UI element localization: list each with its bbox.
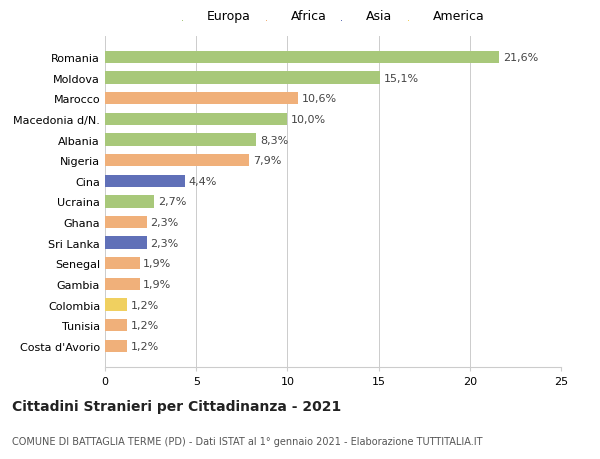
Bar: [105, 237, 147, 249]
Bar: [105, 319, 127, 331]
Text: Cittadini Stranieri per Cittadinanza - 2021: Cittadini Stranieri per Cittadinanza - 2…: [12, 399, 341, 413]
Bar: [105, 93, 298, 105]
Text: 15,1%: 15,1%: [384, 73, 419, 84]
Text: 21,6%: 21,6%: [503, 53, 538, 63]
Text: 1,2%: 1,2%: [131, 320, 159, 330]
Legend: Europa, Africa, Asia, America: Europa, Africa, Asia, America: [178, 7, 488, 27]
Text: 1,9%: 1,9%: [143, 259, 172, 269]
Text: 2,3%: 2,3%: [151, 218, 179, 228]
Bar: [105, 134, 256, 146]
Text: 1,2%: 1,2%: [131, 341, 159, 351]
Text: 1,2%: 1,2%: [131, 300, 159, 310]
Bar: [105, 299, 127, 311]
Bar: [105, 73, 380, 84]
Text: 10,0%: 10,0%: [291, 115, 326, 125]
Bar: [105, 155, 249, 167]
Text: 2,3%: 2,3%: [151, 238, 179, 248]
Bar: [105, 340, 127, 352]
Bar: [105, 257, 140, 270]
Bar: [105, 278, 140, 291]
Text: COMUNE DI BATTAGLIA TERME (PD) - Dati ISTAT al 1° gennaio 2021 - Elaborazione TU: COMUNE DI BATTAGLIA TERME (PD) - Dati IS…: [12, 436, 482, 446]
Text: 1,9%: 1,9%: [143, 279, 172, 289]
Text: 4,4%: 4,4%: [189, 176, 217, 186]
Text: 7,9%: 7,9%: [253, 156, 281, 166]
Bar: [105, 52, 499, 64]
Bar: [105, 196, 154, 208]
Bar: [105, 113, 287, 126]
Text: 8,3%: 8,3%: [260, 135, 288, 145]
Text: 2,7%: 2,7%: [158, 197, 186, 207]
Bar: [105, 216, 147, 229]
Bar: [105, 175, 185, 188]
Text: 10,6%: 10,6%: [302, 94, 337, 104]
